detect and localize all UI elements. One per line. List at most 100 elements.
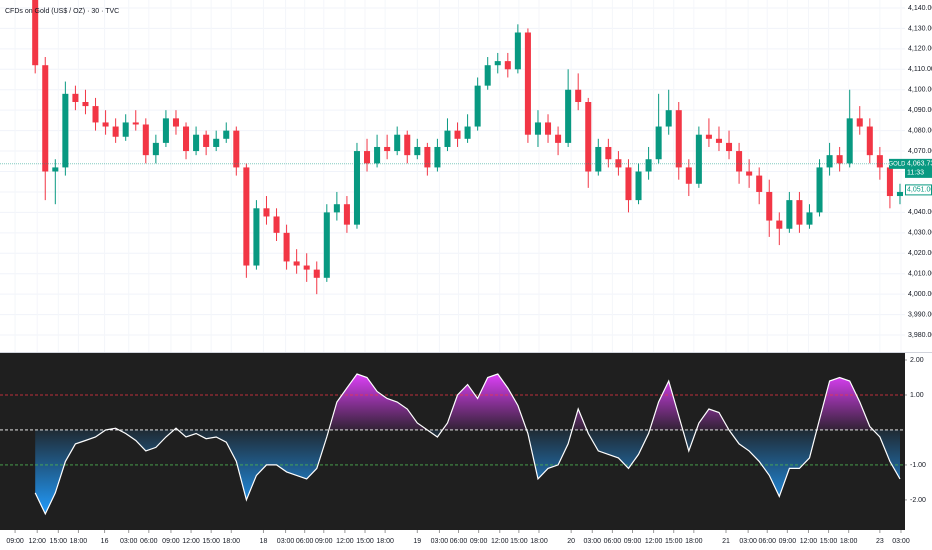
candle-body [675, 110, 682, 168]
candle-body [826, 155, 833, 168]
candle-body [52, 167, 59, 172]
candle-body [806, 212, 813, 225]
candle-body [424, 146, 431, 168]
candle-body [32, 0, 39, 66]
candle-body [484, 65, 491, 86]
candle-body [645, 159, 652, 172]
x-tick-label: 12:00 [645, 538, 663, 545]
candle-body [132, 122, 139, 125]
candle-body [193, 134, 200, 152]
candle-body [776, 220, 783, 229]
candle-body [685, 167, 692, 184]
x-tick-label: 12:00 [491, 538, 509, 545]
candle-body [213, 138, 220, 147]
x-tick-label: 09:00 [624, 538, 642, 545]
y-tick-label: 4,030.000 [908, 230, 932, 237]
candle-body [474, 85, 481, 127]
candle-body [434, 146, 441, 168]
candle-body [414, 146, 421, 156]
y-tick-label: -1.00 [910, 462, 926, 469]
candle-body [343, 204, 350, 225]
x-tick-label: 03:00 [431, 538, 449, 545]
price-pane [0, 0, 905, 352]
x-tick-label: 09:00 [779, 538, 797, 545]
candle-body [283, 232, 290, 262]
x-tick-label: 15:00 [665, 538, 683, 545]
candle-body [333, 204, 340, 213]
candle-body [896, 191, 903, 197]
y-tick-label: 4,070.000 [908, 148, 932, 155]
x-tick-label: 19 [413, 538, 421, 545]
candle-body [293, 261, 300, 266]
candle-body [886, 167, 893, 197]
candle-body [866, 126, 873, 156]
candle-body [364, 151, 371, 164]
candle-body [796, 200, 803, 225]
y-tick-label: -2.00 [910, 497, 926, 504]
x-tick-label: 23 [876, 538, 884, 545]
candle-body [172, 118, 179, 127]
candle-body [736, 151, 743, 172]
x-tick-label: 21 [722, 538, 730, 545]
last-price-tag [905, 158, 932, 178]
candle-body [695, 134, 702, 184]
x-tick-label: 09:00 [162, 538, 180, 545]
candle-body [655, 126, 662, 160]
candle-body [555, 134, 562, 143]
x-tick-label: 15:00 [510, 538, 528, 545]
candle-body [585, 102, 592, 172]
x-tick-label: 15:00 [820, 538, 838, 545]
candle-body [42, 65, 49, 172]
x-tick-label: 06:00 [450, 538, 468, 545]
candle-body [243, 167, 250, 266]
candle-body [374, 146, 381, 164]
candle-body [323, 212, 330, 278]
x-tick-label: 18:00 [685, 538, 703, 545]
candle-body [62, 93, 69, 168]
x-tick-label: 15:00 [202, 538, 220, 545]
x-tick-label: 03:00 [584, 538, 602, 545]
candle-body [162, 118, 169, 143]
positive-area [105, 374, 874, 430]
x-tick-label: 20 [567, 538, 575, 545]
candle-body [82, 102, 89, 107]
candle-body [575, 89, 582, 103]
x-tick-label: 03:00 [277, 538, 295, 545]
candle-body [534, 122, 541, 135]
candle-body [494, 61, 501, 66]
y-tick-label: 4,120.000 [908, 46, 932, 53]
y-tick-label: 4,000.000 [908, 291, 932, 298]
y-tick-label: 4,040.000 [908, 209, 932, 216]
candle-body [595, 146, 602, 172]
x-tick-label: 12:00 [336, 538, 354, 545]
candle-body [92, 106, 99, 123]
x-tick-label: 15:00 [50, 538, 68, 545]
x-tick-label: 03:00 [739, 538, 757, 545]
x-tick-label: 18:00 [70, 538, 88, 545]
candle-body [444, 130, 451, 147]
candle-body [112, 126, 119, 137]
x-tick-label: 12:00 [28, 538, 46, 545]
countdown-label: 11:33 [907, 170, 924, 177]
candle-body [273, 216, 280, 233]
x-tick-label: 06:00 [604, 538, 622, 545]
negative-area [35, 429, 900, 514]
candle-body [122, 122, 129, 137]
marker-label: 4,051.000 [907, 187, 932, 194]
candle-body [223, 130, 230, 139]
y-tick-label: 3,980.000 [908, 332, 932, 339]
candle-body [303, 265, 310, 270]
y-tick-label: 1.00 [910, 392, 924, 399]
candle-body [665, 110, 672, 127]
x-tick-label: 18 [260, 538, 268, 545]
candle-body [514, 32, 521, 70]
candle-body [856, 118, 863, 127]
candle-body [524, 32, 531, 135]
y-tick-label: 4,010.000 [908, 271, 932, 278]
y-tick-label: 4,140.000 [908, 5, 932, 12]
candle-body [756, 175, 763, 192]
y-tick-label: 4,080.000 [908, 127, 932, 134]
candle-body [746, 171, 753, 176]
x-tick-label: 09:00 [470, 538, 488, 545]
candle-body [183, 126, 190, 152]
